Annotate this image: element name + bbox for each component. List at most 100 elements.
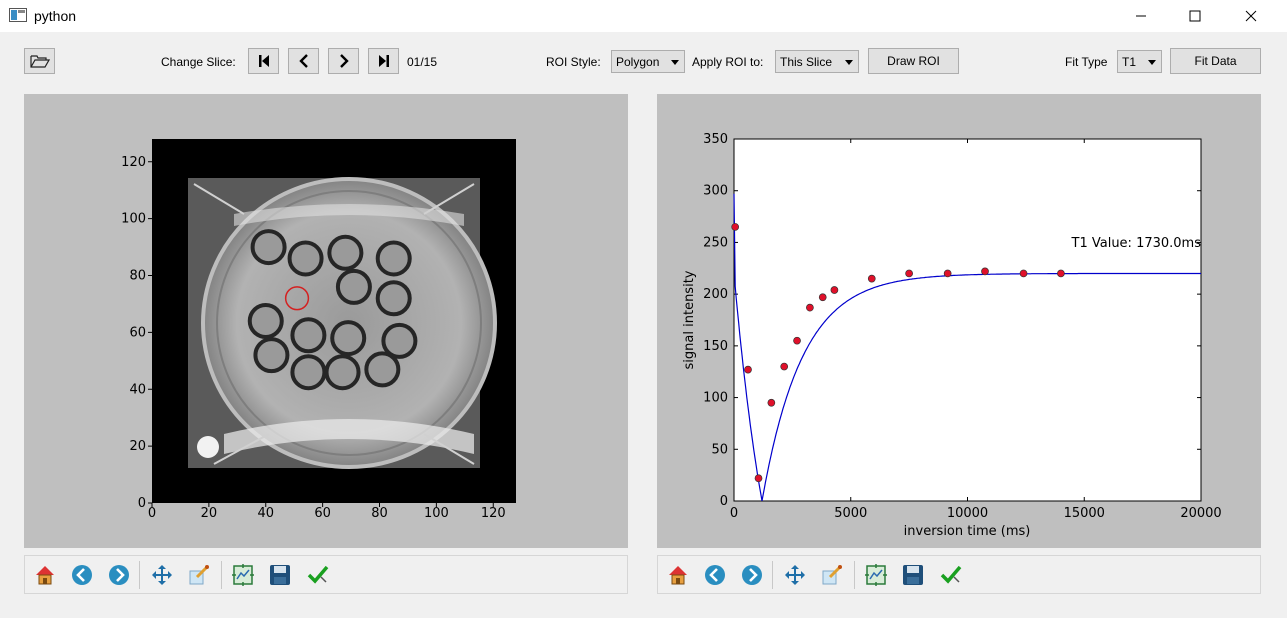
chart-y-tick-label: 350 bbox=[703, 132, 728, 147]
fit-chart-panel[interactable]: 0 5000 10000 15000 20000 0 50 100 150 200 250 300 3… bbox=[657, 94, 1261, 548]
data-point bbox=[793, 336, 801, 345]
apply-roi-select[interactable]: This Slice bbox=[775, 50, 859, 73]
data-point bbox=[830, 286, 839, 294]
image-axes: 0 20 40 60 80 100 120 0 20 40 60 80 100 120 bbox=[121, 155, 505, 521]
draw-roi-button[interactable]: Draw ROI bbox=[868, 48, 959, 74]
subplots-icon bbox=[232, 564, 254, 586]
fit-type-select[interactable]: T1 bbox=[1117, 50, 1162, 73]
phantom-vial bbox=[375, 240, 412, 277]
image-y-tick-label: 120 bbox=[121, 155, 146, 170]
slice-counter: 01/15 bbox=[407, 55, 438, 69]
pan-icon bbox=[152, 565, 172, 585]
phantom-vial bbox=[375, 280, 412, 317]
save-icon bbox=[270, 565, 290, 585]
image-x-tick-label: 20 bbox=[201, 506, 218, 521]
first-slice-button[interactable] bbox=[248, 48, 279, 74]
t1-value-annotation: T1 Value: 1730.0ms bbox=[1071, 236, 1202, 251]
zoom-icon bbox=[189, 565, 209, 585]
image-y-tick-label: 80 bbox=[129, 269, 146, 284]
minimize-icon bbox=[1136, 15, 1146, 17]
forward-button[interactable] bbox=[739, 562, 765, 588]
image-x-tick-label: 0 bbox=[148, 506, 156, 521]
chevron-down-icon bbox=[845, 60, 853, 65]
image-x-tick-label: 120 bbox=[481, 506, 506, 521]
phantom-vial bbox=[290, 354, 327, 391]
image-y-tick-label: 100 bbox=[121, 212, 146, 227]
image-y-tick-label: 20 bbox=[129, 439, 146, 454]
image-figure[interactable]: 0 20 40 60 80 100 120 0 20 40 60 80 100 120 bbox=[24, 94, 628, 548]
skip-first-icon bbox=[258, 55, 269, 67]
pan-button[interactable] bbox=[149, 562, 175, 588]
close-icon bbox=[1245, 10, 1257, 22]
chevron-down-icon bbox=[671, 60, 679, 65]
zoom-button[interactable] bbox=[186, 562, 212, 588]
open-file-button[interactable] bbox=[24, 48, 55, 74]
minimize-button[interactable] bbox=[1118, 0, 1164, 32]
forward-icon bbox=[109, 565, 129, 585]
chart-x-tick-label: 5000 bbox=[834, 506, 867, 521]
image-x-tick-label: 100 bbox=[424, 506, 449, 521]
apply-roi-value: This Slice bbox=[780, 55, 833, 69]
next-slice-button[interactable] bbox=[328, 48, 359, 74]
last-slice-button[interactable] bbox=[368, 48, 399, 74]
roi-style-select[interactable]: Polygon bbox=[611, 50, 685, 73]
phantom-vial bbox=[364, 351, 401, 388]
previous-slice-button[interactable] bbox=[288, 48, 319, 74]
fit-chart[interactable]: 0 5000 10000 15000 20000 0 50 100 150 200 250 300 3… bbox=[657, 94, 1261, 548]
chart-y-tick-label: 0 bbox=[720, 494, 728, 509]
back-button[interactable] bbox=[702, 562, 728, 588]
zoom-icon bbox=[822, 565, 842, 585]
home-button[interactable] bbox=[32, 562, 58, 588]
data-point bbox=[731, 223, 740, 231]
edit-axes-button[interactable] bbox=[938, 562, 964, 588]
skip-last-icon bbox=[378, 55, 389, 67]
fit-type-value: T1 bbox=[1122, 55, 1137, 69]
toolbar: Change Slice: 01/15 ROI Style: Polygon A… bbox=[0, 32, 1287, 92]
chevron-down-icon bbox=[1148, 60, 1156, 65]
fit-data-button[interactable]: Fit Data bbox=[1170, 48, 1261, 74]
subplots-button[interactable] bbox=[863, 562, 889, 588]
image-panel[interactable]: 0 20 40 60 80 100 120 0 20 40 60 80 100 120 bbox=[24, 94, 628, 548]
forward-icon bbox=[742, 565, 762, 585]
back-icon bbox=[72, 565, 92, 585]
forward-button[interactable] bbox=[106, 562, 132, 588]
mri-slice-image[interactable] bbox=[152, 139, 516, 503]
edit-axes-button[interactable] bbox=[305, 562, 331, 588]
save-figure-button[interactable] bbox=[267, 562, 293, 588]
image-x-tick-label: 40 bbox=[257, 506, 274, 521]
chevron-right-icon bbox=[339, 54, 349, 68]
chart-y-tick-label: 300 bbox=[703, 184, 728, 199]
phantom-vial bbox=[247, 303, 284, 339]
zoom-button[interactable] bbox=[819, 562, 845, 588]
image-y-tick-label: 60 bbox=[129, 325, 146, 340]
edit-check-icon bbox=[307, 565, 329, 584]
phantom-vial bbox=[250, 229, 287, 266]
fit-type-label: Fit Type bbox=[1065, 55, 1108, 69]
phantom-vial bbox=[335, 268, 372, 305]
save-figure-button[interactable] bbox=[900, 562, 926, 588]
subplots-button[interactable] bbox=[230, 562, 256, 588]
toolbar-separator bbox=[221, 561, 222, 589]
chevron-left-icon bbox=[298, 54, 308, 68]
maximize-icon bbox=[1189, 10, 1201, 22]
chart-x-tick-label: 15000 bbox=[1064, 506, 1105, 521]
image-nav-toolbar bbox=[24, 555, 628, 594]
back-button[interactable] bbox=[69, 562, 95, 588]
title-bar: python bbox=[0, 0, 1287, 32]
data-point bbox=[754, 474, 763, 483]
roi-circle[interactable] bbox=[284, 286, 310, 311]
pan-icon bbox=[785, 565, 805, 585]
data-point bbox=[943, 269, 952, 278]
close-button[interactable] bbox=[1228, 0, 1274, 32]
pan-button[interactable] bbox=[782, 562, 808, 588]
chart-y-tick-label: 50 bbox=[711, 442, 728, 457]
save-icon bbox=[903, 565, 923, 585]
home-button[interactable] bbox=[665, 562, 691, 588]
app-icon bbox=[9, 8, 27, 22]
edit-check-icon bbox=[940, 565, 962, 584]
window-title: python bbox=[34, 8, 77, 24]
data-point bbox=[1019, 269, 1028, 278]
apply-roi-label: Apply ROI to: bbox=[692, 55, 764, 69]
phantom-vial bbox=[287, 240, 324, 277]
maximize-button[interactable] bbox=[1172, 0, 1218, 32]
